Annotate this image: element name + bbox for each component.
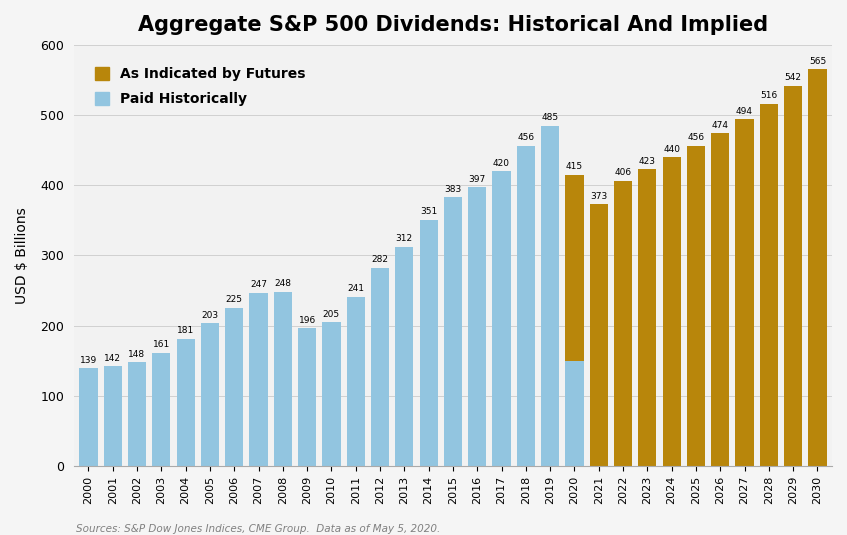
Text: 312: 312 bbox=[396, 234, 412, 243]
Bar bbox=[419, 219, 438, 466]
Bar bbox=[565, 361, 584, 466]
Bar bbox=[468, 187, 486, 466]
Bar bbox=[662, 157, 681, 466]
Bar bbox=[784, 86, 802, 466]
Bar bbox=[565, 175, 584, 361]
Text: 373: 373 bbox=[590, 192, 607, 201]
Bar bbox=[687, 146, 705, 466]
Bar bbox=[176, 339, 195, 466]
Text: 248: 248 bbox=[274, 279, 291, 288]
Text: 383: 383 bbox=[445, 185, 462, 194]
Bar bbox=[128, 362, 147, 466]
Text: 205: 205 bbox=[323, 310, 340, 318]
Bar bbox=[249, 293, 268, 466]
Bar bbox=[323, 322, 340, 466]
Bar bbox=[274, 292, 292, 466]
Bar bbox=[346, 297, 365, 466]
Bar bbox=[517, 146, 535, 466]
Text: 542: 542 bbox=[784, 73, 801, 82]
Text: 485: 485 bbox=[541, 113, 559, 122]
Text: Sources: S&P Dow Jones Indices, CME Group.  Data as of May 5, 2020.: Sources: S&P Dow Jones Indices, CME Grou… bbox=[76, 524, 440, 534]
Text: 474: 474 bbox=[711, 121, 728, 130]
Title: Aggregate S&P 500 Dividends: Historical And Implied: Aggregate S&P 500 Dividends: Historical … bbox=[138, 15, 768, 35]
Text: 282: 282 bbox=[372, 256, 389, 264]
Bar bbox=[444, 197, 462, 466]
Text: 142: 142 bbox=[104, 354, 121, 363]
Text: 516: 516 bbox=[761, 91, 778, 101]
Y-axis label: USD $ Billions: USD $ Billions bbox=[15, 207, 29, 304]
Text: 225: 225 bbox=[225, 295, 243, 304]
Bar bbox=[541, 126, 559, 466]
Text: 351: 351 bbox=[420, 207, 437, 216]
Text: 139: 139 bbox=[80, 356, 97, 365]
Text: 241: 241 bbox=[347, 284, 364, 293]
Text: 440: 440 bbox=[663, 144, 680, 154]
Bar bbox=[760, 104, 778, 466]
Bar bbox=[590, 204, 608, 466]
Bar bbox=[735, 119, 754, 466]
Text: 397: 397 bbox=[468, 175, 486, 184]
Bar bbox=[711, 133, 729, 466]
Legend: As Indicated by Futures, Paid Historically: As Indicated by Futures, Paid Historical… bbox=[88, 60, 313, 113]
Bar bbox=[298, 328, 316, 466]
Bar bbox=[492, 171, 511, 466]
Bar bbox=[396, 247, 413, 466]
Bar bbox=[225, 308, 243, 466]
Text: 423: 423 bbox=[639, 157, 656, 165]
Text: 565: 565 bbox=[809, 57, 826, 66]
Bar bbox=[614, 181, 632, 466]
Bar bbox=[103, 366, 122, 466]
Text: 203: 203 bbox=[202, 311, 219, 320]
Bar bbox=[80, 368, 97, 466]
Text: 494: 494 bbox=[736, 107, 753, 116]
Text: 456: 456 bbox=[688, 133, 705, 142]
Bar bbox=[808, 70, 827, 466]
Bar bbox=[201, 324, 219, 466]
Text: 181: 181 bbox=[177, 326, 194, 335]
Bar bbox=[371, 268, 389, 466]
Text: 148: 148 bbox=[129, 349, 146, 358]
Text: 247: 247 bbox=[250, 280, 267, 289]
Text: 161: 161 bbox=[152, 340, 170, 349]
Text: 406: 406 bbox=[614, 169, 632, 178]
Text: 196: 196 bbox=[298, 316, 316, 325]
Text: 420: 420 bbox=[493, 159, 510, 167]
Text: 456: 456 bbox=[518, 133, 534, 142]
Bar bbox=[638, 169, 656, 466]
Bar bbox=[152, 353, 170, 466]
Text: 415: 415 bbox=[566, 162, 583, 171]
